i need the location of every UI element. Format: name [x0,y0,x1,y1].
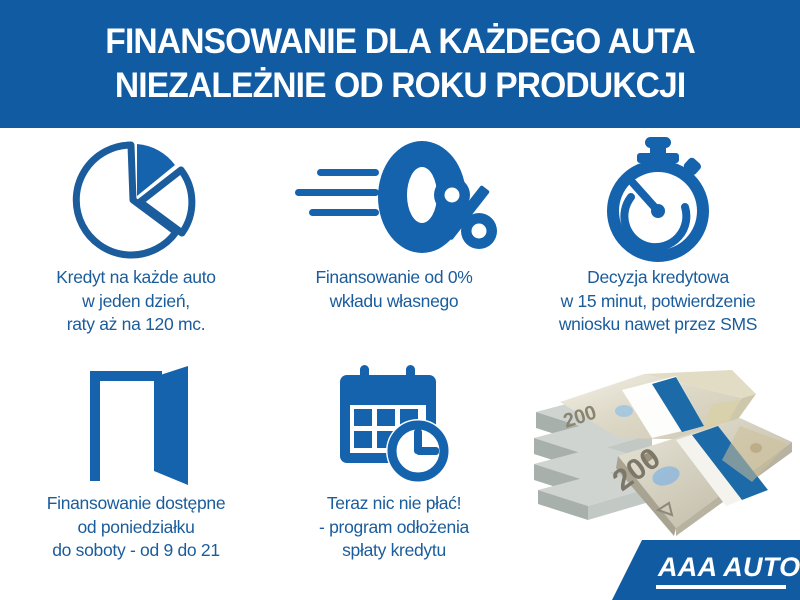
logo-text: AAA AUTO [658,552,800,582]
caption-line: Teraz nic nie płać! [326,493,462,513]
headline-line-2: NIEZALEŻNIE OD ROKU PRODUKCJI [114,66,686,105]
headline-line-1: FINANSOWANIE DLA KAŻDEGO AUTA [105,22,696,61]
caption-line: Finansowanie dostępne [46,493,226,513]
aaa-auto-logo[interactable]: AAA AUTO [612,540,800,600]
feature-opening-hours: Finansowanie dostępne od poniedziałku do… [0,360,272,596]
zero-percent-icon [289,134,499,266]
caption-line: w 15 minut, potwierdzenie [560,290,756,311]
feature-zero-percent: Finansowanie od 0% wkładu własnego [272,134,516,364]
caption-line: - program odłożenia [319,516,469,537]
feature-credit-decision: Decyzja kredytowa w 15 minut, potwierdze… [516,134,800,364]
logo-background [612,540,800,600]
feature-caption: Finansowanie dostępne od poniedziałku do… [47,492,226,563]
caption-line: w jeden dzień, [82,290,190,311]
caption-line: wkładu własnego [329,290,459,311]
stopwatch-icon [593,134,723,266]
caption-line: od poniedziałku [77,516,195,537]
caption-line: Finansowanie od 0% [315,267,473,287]
feature-caption: Kredyt na każde auto w jeden dzień, raty… [56,266,216,337]
caption-line: Decyzja kredytowa [587,267,729,287]
pie-chart-icon [68,134,204,266]
caption-line: Kredyt na każde auto [56,267,216,287]
feature-caption: Finansowanie od 0% wkładu własnego [315,266,472,313]
banknote-stacks-photo: 200 200 [526,364,798,536]
feature-caption: Decyzja kredytowa w 15 minut, potwierdze… [558,266,758,337]
open-door-icon [72,360,200,492]
caption-line: raty aż na 120 mc. [66,314,206,334]
header-banner: FINANSOWANIE DLA KAŻDEGO AUTA NIEZALEŻNI… [0,0,800,128]
feature-banknotes: 200 200 [516,360,800,596]
logo-underline [656,585,786,589]
calendar-clock-icon [330,360,458,492]
feature-deferred-payment: Teraz nic nie płać! - program odłożenia … [272,360,516,596]
caption-line: do soboty - od 9 do 21 [52,540,220,560]
feature-grid: Kredyt na każde auto w jeden dzień, raty… [0,128,800,600]
feature-credit-any-car: Kredyt na każde auto w jeden dzień, raty… [0,134,272,364]
caption-line: wniosku nawet przez SMS [558,314,758,334]
caption-line: spłaty kredytu [342,540,446,560]
feature-caption: Teraz nic nie płać! - program odłożenia … [319,492,469,563]
